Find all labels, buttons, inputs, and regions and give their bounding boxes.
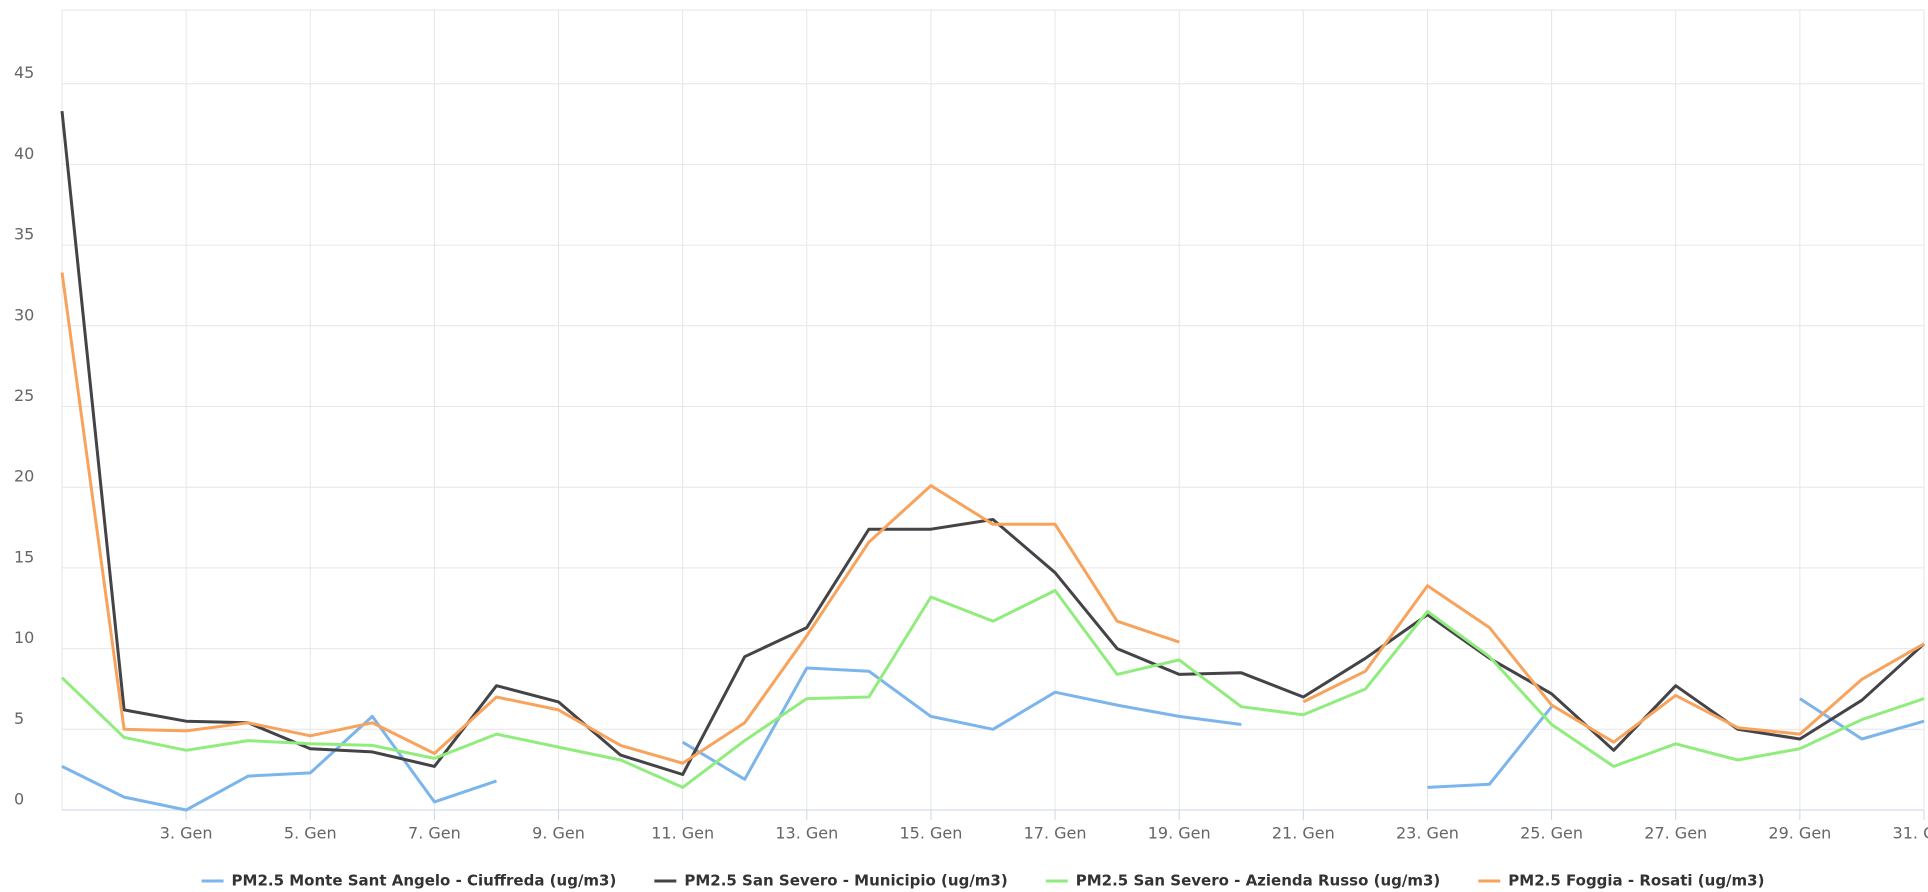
x-tick-label: 27. Gen xyxy=(1644,824,1707,843)
x-tick-label: 21. Gen xyxy=(1272,824,1335,843)
x-tick-label: 23. Gen xyxy=(1396,824,1459,843)
x-tick-label: 5. Gen xyxy=(284,824,337,843)
y-tick-label: 35 xyxy=(14,225,34,244)
x-tick-label: 11. Gen xyxy=(651,824,714,843)
y-tick-label: 15 xyxy=(14,547,34,566)
y-tick-label: 0 xyxy=(14,790,24,809)
legend-label: PM2.5 Foggia - Rosati (ug/m3) xyxy=(1508,872,1764,890)
series-line xyxy=(61,666,1925,812)
x-tick-label: 13. Gen xyxy=(775,824,838,843)
legend-label: PM2.5 San Severo - Azienda Russo (ug/m3) xyxy=(1076,872,1441,890)
y-tick-label: 30 xyxy=(14,305,34,324)
legend-item[interactable]: PM2.5 San Severo - Municipio (ug/m3) xyxy=(654,872,1008,890)
legend-label: PM2.5 Monte Sant Angelo - Ciuffreda (ug/… xyxy=(232,872,617,890)
series-line xyxy=(60,589,1925,789)
y-tick-label: 40 xyxy=(14,144,34,163)
x-tick-label: 3. Gen xyxy=(160,824,213,843)
y-tick-label: 20 xyxy=(14,467,34,486)
x-tick-label: 7. Gen xyxy=(408,824,461,843)
legend: PM2.5 Monte Sant Angelo - Ciuffreda (ug/… xyxy=(201,872,1764,890)
x-tick-label: 9. Gen xyxy=(532,824,585,843)
legend-item[interactable]: PM2.5 San Severo - Azienda Russo (ug/m3) xyxy=(1045,872,1441,890)
x-tick-label: 31. Gen xyxy=(1893,824,1928,843)
y-tick-label: 25 xyxy=(14,386,34,405)
y-tick-label: 5 xyxy=(14,709,24,728)
x-tick-label: 19. Gen xyxy=(1148,824,1211,843)
x-tick-label: 15. Gen xyxy=(899,824,962,843)
series-line xyxy=(60,272,1925,765)
legend-item[interactable]: PM2.5 Foggia - Rosati (ug/m3) xyxy=(1478,872,1764,890)
legend-item[interactable]: PM2.5 Monte Sant Angelo - Ciuffreda (ug/… xyxy=(201,872,617,890)
series-line xyxy=(60,110,1926,776)
x-tick-label: 29. Gen xyxy=(1768,824,1831,843)
x-tick-label: 17. Gen xyxy=(1024,824,1087,843)
x-tick-label: 25. Gen xyxy=(1520,824,1583,843)
y-tick-label: 45 xyxy=(14,63,34,82)
y-tick-label: 10 xyxy=(14,628,34,647)
legend-label: PM2.5 San Severo - Municipio (ug/m3) xyxy=(684,872,1007,890)
